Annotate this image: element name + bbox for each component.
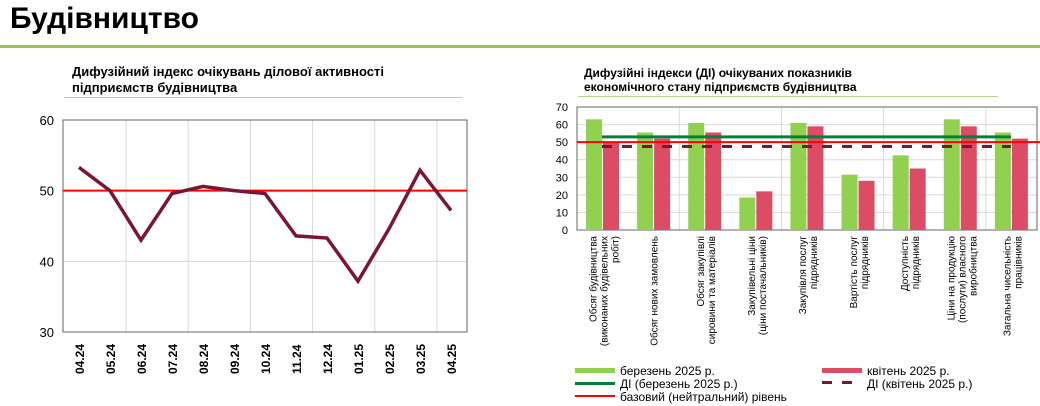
bar-april: [858, 180, 875, 230]
legend-swatch-di-april: [822, 381, 862, 384]
bar-chart-title: Дифузійні індекси (ДІ) очікуваних показн…: [584, 66, 857, 94]
x-tick-label: 09.24: [228, 344, 242, 374]
x-tick-label: Загальна чисельністьпрацівників: [1002, 236, 1024, 336]
legend-swatch-baseline: [575, 395, 615, 397]
bar-april: [756, 191, 773, 230]
x-tick-label: 05.24: [104, 344, 118, 374]
y-tick-label: 70: [556, 102, 568, 114]
y-tick-label: 40: [40, 254, 54, 269]
y-tick-label: 10: [556, 207, 568, 219]
x-tick-label: Ціни на продукцію(послуги) власноговироб…: [946, 236, 979, 324]
x-tick-label: Доступністьпідрядників: [900, 236, 922, 291]
bar-april: [807, 126, 824, 230]
bar-march: [739, 197, 756, 230]
legend-label-di-march: ДІ (березень 2025 р.): [620, 377, 738, 391]
x-tick-label: Закупівельні ціни(ціни постачальників): [747, 236, 769, 335]
x-tick-label: 03.25: [414, 344, 428, 374]
bar-chart: 0 10 20 30 40 50 60 70 Обсяг будівництва(виконан…: [556, 102, 1040, 347]
bar-march: [586, 119, 602, 230]
series-line: [77, 165, 453, 285]
x-tick-label: Вартість послугпідрядників: [849, 236, 871, 309]
bar-march: [994, 132, 1011, 230]
plot-frame: [62, 119, 468, 333]
bar-chart-title-rule: [578, 96, 998, 97]
page-title: Будівництво: [10, 2, 199, 35]
x-tick-label: Закупівля послугпідрядників: [798, 236, 820, 315]
x-tick-label: 04.25: [445, 344, 459, 374]
x-tick-label: 11.24: [290, 344, 304, 374]
y-tick-label: 30: [40, 325, 54, 340]
x-tick-label: Обсяг будівництва(виконаних будівельнихр…: [588, 236, 622, 347]
bar-march: [688, 122, 705, 230]
x-tick-label: 10.24: [259, 344, 273, 374]
x-tick-label: Обсяг нових замовлень: [649, 236, 661, 346]
y-tick-label: 30: [556, 172, 568, 184]
x-tick-label: 04.24: [73, 344, 87, 374]
bar-march: [892, 155, 909, 230]
y-tick-label: 50: [556, 137, 568, 149]
legend-label-baseline: базовий (нейтральний) рівень: [620, 390, 787, 404]
y-tick-label: 0: [562, 225, 568, 237]
legend-swatch-di-march: [575, 382, 615, 385]
bar-april: [1011, 138, 1028, 230]
title-divider: [0, 45, 1040, 48]
bar-april: [909, 168, 926, 230]
legend-label-april: квітень 2025 р.: [867, 364, 950, 378]
bar-april: [705, 132, 722, 230]
y-tick-label: 20: [556, 190, 568, 202]
bar-april: [960, 126, 977, 230]
bar-april: [654, 138, 671, 230]
line-chart-title: Дифузійний індекс очікувань ділової акти…: [72, 64, 385, 95]
x-tick-label: 08.24: [197, 344, 211, 374]
bar-march: [790, 122, 807, 230]
x-tick-label: Обсяг закупівлісировини та матеріалів: [695, 236, 718, 344]
legend-label-di-april: ДІ (квітень 2025 р.): [867, 377, 973, 391]
y-tick-label: 50: [40, 184, 54, 199]
x-tick-label: 12.24: [321, 344, 335, 374]
legend-swatch-april: [822, 368, 862, 373]
legend-label-march: березень 2025 р.: [620, 364, 715, 378]
plot-frame: [576, 106, 1038, 231]
x-tick-label: 06.24: [135, 344, 149, 374]
x-tick-label: 07.24: [166, 344, 180, 374]
line-chart-title-rule: [64, 97, 462, 98]
x-tick-label: 02.25: [383, 344, 397, 374]
bar-march: [841, 174, 858, 230]
y-tick-label: 60: [556, 120, 568, 132]
y-tick-label: 40: [556, 155, 568, 167]
bar-april: [603, 142, 619, 230]
legend-swatch-march: [575, 368, 615, 373]
y-tick-label: 60: [40, 113, 54, 128]
bar-march: [637, 132, 654, 230]
line-chart: 30 40 50 60 04.24 05.24 06.24 07.24 08.24 09.24 10…: [40, 113, 468, 374]
x-tick-label: 01.25: [352, 344, 366, 374]
bar-chart-legend: березень 2025 р. квітень 2025 р. ДІ (бер…: [570, 364, 1040, 406]
